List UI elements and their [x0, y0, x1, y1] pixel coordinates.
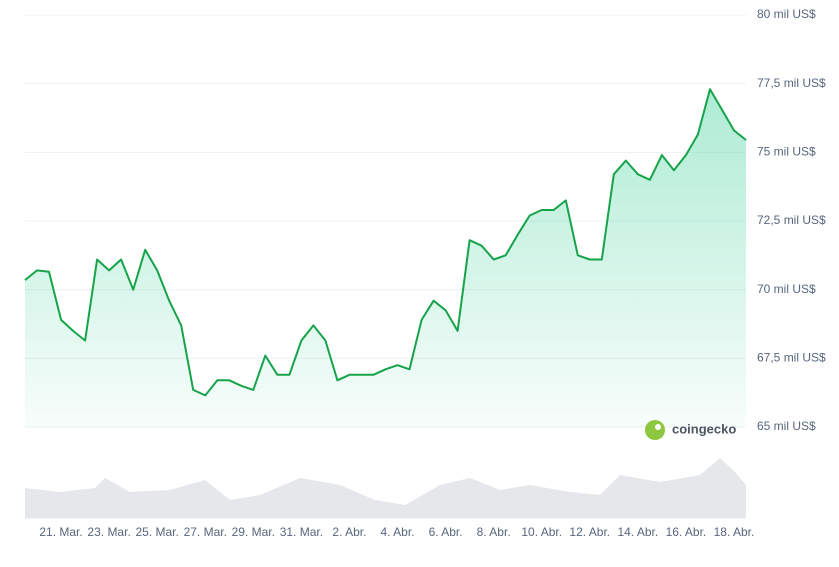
y-tick-label: 80 mil US$: [757, 7, 816, 21]
x-tick-label: 31. Mar.: [280, 525, 323, 539]
area-fill: [25, 89, 746, 427]
x-tick-label: 23. Mar.: [87, 525, 130, 539]
x-tick-label: 12. Abr.: [569, 525, 610, 539]
x-tick-label: 21. Mar.: [39, 525, 82, 539]
volume-area: [25, 458, 746, 518]
y-tick-label: 70 mil US$: [757, 282, 816, 296]
y-tick-label: 65 mil US$: [757, 419, 816, 433]
x-tick-label: 18. Abr.: [714, 525, 755, 539]
y-tick-label: 67,5 mil US$: [757, 351, 826, 365]
logo: [645, 420, 665, 440]
x-tick-label: 14. Abr.: [617, 525, 658, 539]
watermark-text: coingecko: [672, 421, 736, 436]
y-tick-label: 72,5 mil US$: [757, 213, 826, 227]
y-tick-label: 77,5 mil US$: [757, 76, 826, 90]
x-tick-label: 25. Mar.: [136, 525, 179, 539]
x-tick-label: 4. Abr.: [381, 525, 415, 539]
logo-eye: [655, 424, 661, 430]
x-tick-label: 6. Abr.: [429, 525, 463, 539]
y-tick-label: 75 mil US$: [757, 145, 816, 159]
watermark: coingecko: [645, 420, 736, 440]
x-tick-label: 16. Abr.: [666, 525, 707, 539]
x-tick-label: 8. Abr.: [477, 525, 511, 539]
x-tick-label: 10. Abr.: [521, 525, 562, 539]
x-tick-label: 27. Mar.: [184, 525, 227, 539]
x-tick-label: 29. Mar.: [232, 525, 275, 539]
price-line: [24, 88, 747, 397]
x-tick-label: 2. Abr.: [332, 525, 366, 539]
